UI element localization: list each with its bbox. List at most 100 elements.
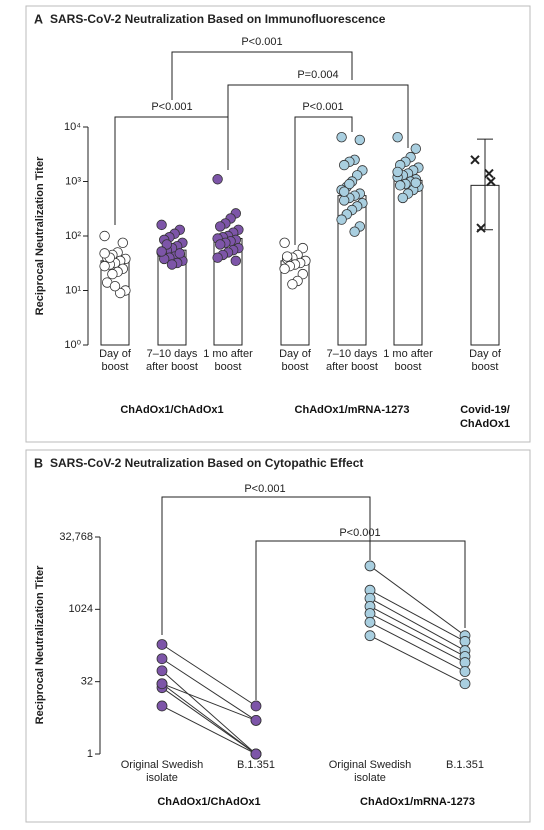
y-tick-label: 10⁴ — [64, 121, 81, 133]
significance-bracket — [227, 84, 409, 168]
x-tick-label: Original Swedish isolate — [328, 759, 412, 784]
significance-bracket — [171, 51, 353, 100]
point — [174, 248, 186, 259]
x-tick-label: Day of boost — [279, 348, 311, 373]
panel-frame — [25, 449, 531, 823]
point — [99, 248, 110, 259]
point — [156, 246, 167, 257]
point — [156, 653, 168, 665]
cross-marker — [476, 223, 486, 233]
pair-line — [161, 644, 257, 707]
significance-bracket — [255, 540, 466, 700]
point — [392, 166, 403, 178]
point — [212, 174, 223, 185]
point — [161, 239, 173, 250]
cross-marker — [470, 155, 480, 165]
point — [344, 178, 355, 190]
point — [250, 715, 262, 726]
y-tick-label: 1024 — [69, 603, 93, 615]
point — [364, 616, 376, 628]
y-tick-label: 32,768 — [59, 531, 93, 543]
point — [156, 639, 168, 650]
point — [459, 657, 471, 668]
point — [395, 180, 406, 191]
point — [364, 630, 376, 642]
panel-frame — [25, 5, 531, 443]
point — [250, 748, 262, 760]
point — [349, 226, 360, 237]
annotation: P<0.001 — [151, 101, 192, 113]
point — [156, 678, 168, 690]
annotation: P<0.001 — [339, 527, 380, 539]
x-tick-label: B.1.351 — [237, 759, 275, 771]
point — [392, 131, 403, 143]
y-tick-label: 10² — [65, 230, 81, 242]
x-tick-label: 7–10 days after boost — [146, 348, 198, 373]
y-tick-label: 10⁰ — [64, 339, 81, 351]
annotation: P<0.001 — [244, 483, 285, 495]
panel-title: SARS-CoV-2 Neutralization Based on Cytop… — [50, 456, 363, 470]
y-tick-label: 1 — [87, 748, 93, 760]
point — [339, 195, 350, 206]
point — [336, 131, 347, 143]
annotation: P<0.001 — [241, 36, 282, 48]
point — [212, 252, 223, 263]
point — [339, 159, 350, 171]
point — [410, 177, 422, 188]
pair-line — [161, 683, 257, 721]
y-axis-label: Reciprocal Neutralization Titer — [34, 565, 46, 724]
pair-line — [161, 683, 257, 755]
annotation: P=0.004 — [297, 69, 338, 81]
y-tick-label: 32 — [81, 676, 93, 688]
point — [459, 666, 471, 677]
pair-line — [369, 621, 466, 672]
point — [410, 143, 422, 154]
group-label: Covid-19/ ChAdOx1 — [459, 404, 511, 430]
pair-line — [161, 658, 257, 721]
significance-bracket — [294, 116, 353, 245]
point — [109, 280, 121, 292]
pair-line — [369, 565, 466, 637]
point — [156, 665, 168, 677]
panel-letter: A — [34, 12, 43, 26]
pair-line — [161, 670, 257, 755]
point — [117, 237, 129, 249]
pair-line — [369, 605, 466, 657]
pair-line — [369, 635, 466, 685]
x-tick-label: 1 mo after boost — [203, 348, 253, 373]
significance-bracket — [114, 116, 229, 225]
point — [459, 636, 471, 647]
pair-line — [369, 589, 466, 642]
point — [287, 279, 298, 290]
pair-line — [161, 705, 257, 755]
x-tick-label: Original Swedish isolate — [120, 759, 204, 784]
point — [114, 287, 126, 299]
x-tick-label: 7–10 days after boost — [326, 348, 378, 373]
y-tick-label: 10¹ — [65, 284, 81, 296]
point — [156, 219, 167, 231]
bar — [393, 179, 423, 346]
panel-letter: B — [34, 456, 43, 470]
pair-line — [369, 597, 466, 652]
point — [107, 268, 118, 280]
point — [397, 192, 409, 204]
group-label: ChAdOx1/mRNA-1273 — [294, 404, 410, 416]
group-label: ChAdOx1/ChAdOx1 — [157, 796, 261, 808]
x-tick-label: Day of boost — [99, 348, 131, 373]
point — [282, 251, 293, 262]
y-tick-label: 10³ — [65, 175, 81, 187]
group-label: ChAdOx1/mRNA-1273 — [360, 796, 475, 808]
point — [99, 230, 110, 242]
point — [297, 268, 309, 280]
point — [166, 259, 178, 270]
point — [459, 678, 471, 690]
point — [364, 560, 376, 572]
cross-marker — [486, 176, 496, 187]
point — [336, 214, 347, 225]
point — [279, 237, 290, 249]
point — [250, 700, 262, 712]
pair-line — [369, 613, 466, 663]
significance-bracket — [161, 496, 371, 635]
